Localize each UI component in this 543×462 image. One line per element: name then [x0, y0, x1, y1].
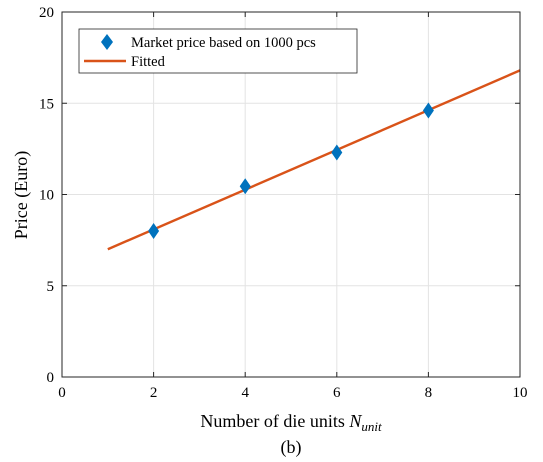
legend: Market price based on 1000 pcs Fitted — [78, 28, 358, 74]
market-price-point — [148, 223, 160, 239]
marker-layer — [148, 102, 434, 239]
y-tick-label: 20 — [39, 5, 54, 21]
legend-marker-market-price — [101, 34, 113, 50]
x-axis-label: Number of die units Nunit — [200, 411, 382, 434]
x-tick-label: 10 — [513, 385, 528, 401]
x-tick-label: 4 — [241, 385, 249, 401]
y-tick-label: 0 — [47, 370, 55, 386]
x-tick-label: 8 — [425, 385, 433, 401]
legend-box — [78, 28, 358, 74]
market-price-point — [331, 144, 343, 161]
legend-label-fitted: Fitted — [131, 54, 166, 70]
y-tick-label: 15 — [39, 96, 54, 112]
fit-layer — [107, 69, 521, 251]
tick-labels: 0 2 4 6 8 10 0 5 10 15 20 — [39, 5, 528, 401]
y-axis-label: Price (Euro) — [11, 151, 32, 239]
legend-label-market-price: Market price based on 1000 pcs — [131, 35, 316, 51]
ticks — [61, 11, 521, 378]
market-price-point — [422, 102, 434, 119]
y-tick-label: 5 — [47, 279, 55, 295]
fitted-line — [107, 69, 521, 251]
figure-caption: (b) — [281, 437, 302, 458]
x-tick-label: 6 — [333, 385, 341, 401]
market-price-point — [239, 178, 251, 195]
x-tick-label: 0 — [58, 385, 66, 401]
y-tick-label: 10 — [39, 188, 54, 204]
x-tick-label: 2 — [150, 385, 158, 401]
